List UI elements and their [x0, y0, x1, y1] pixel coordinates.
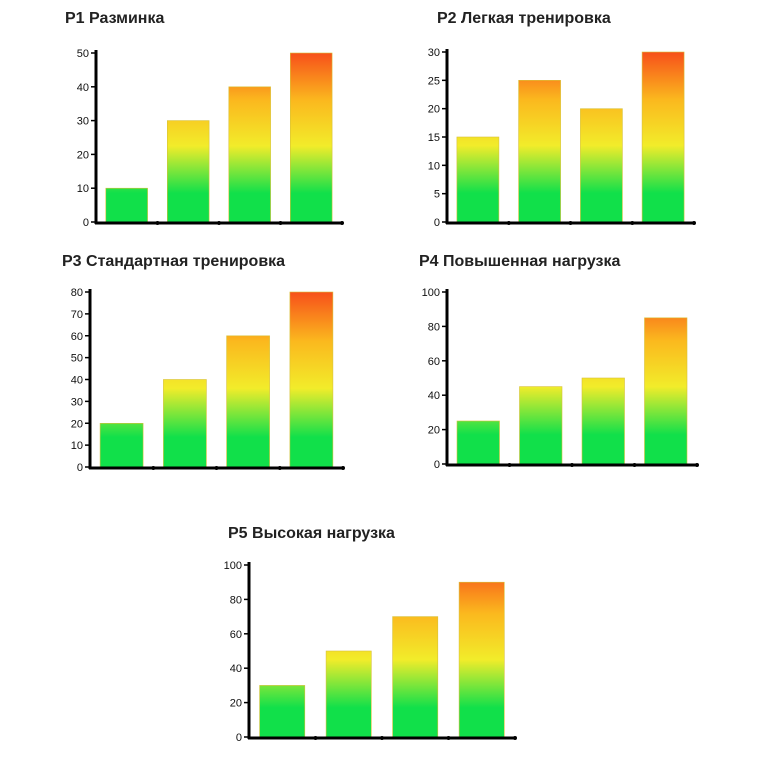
y-tick-label: 50: [71, 353, 83, 365]
bar-4: [289, 291, 334, 468]
bar-4: [641, 51, 685, 223]
y-tick-label: 80: [71, 287, 83, 299]
y-tick-label: 10: [71, 440, 83, 452]
y-tick-label: 100: [422, 287, 440, 299]
y-tick-label: 0: [434, 459, 440, 471]
bar-3: [228, 86, 271, 223]
y-tick-label: 0: [77, 462, 83, 474]
y-tick-label: 20: [230, 698, 242, 710]
chart-title: P2 Легкая тренировка: [437, 10, 611, 27]
bar-4: [289, 52, 333, 223]
y-tick-label: 25: [428, 75, 440, 87]
y-tick-label: 15: [428, 132, 440, 144]
y-tick-label: 70: [71, 309, 83, 321]
y-tick-label: 0: [236, 732, 242, 744]
y-tick-label: 30: [77, 116, 89, 128]
y-tick-label: 0: [434, 217, 440, 229]
bar-1: [259, 685, 306, 738]
bar-2: [519, 386, 563, 465]
chart-title: P3 Стандартная тренировка: [62, 253, 286, 270]
y-tick-label: 20: [71, 418, 83, 430]
bar-1: [456, 136, 500, 223]
y-tick-label: 40: [230, 663, 242, 675]
bar-2: [167, 120, 210, 223]
chart-title: P4 Повышенная нагрузка: [419, 253, 621, 270]
y-tick-label: 5: [434, 189, 440, 201]
bar-2: [325, 650, 372, 738]
y-tick-label: 20: [428, 425, 440, 437]
y-tick-label: 30: [71, 396, 83, 408]
y-tick-label: 60: [230, 629, 242, 641]
y-tick-label: 30: [428, 47, 440, 59]
y-tick-label: 40: [71, 375, 83, 387]
y-tick-label: 80: [428, 321, 440, 333]
bar-1: [105, 187, 148, 223]
bar-4: [458, 581, 505, 738]
y-tick-label: 0: [83, 217, 89, 229]
y-tick-label: 10: [77, 183, 89, 195]
chart-title: P5 Высокая нагрузка: [228, 525, 395, 542]
y-tick-label: 10: [428, 160, 440, 172]
y-tick-label: 20: [428, 104, 440, 116]
bar-3: [226, 335, 270, 468]
bar-2: [518, 80, 561, 223]
bar-3: [581, 377, 625, 465]
y-tick-label: 40: [428, 390, 440, 402]
y-tick-label: 100: [224, 560, 242, 572]
y-tick-label: 40: [77, 82, 89, 94]
chart-title: P1 Разминка: [65, 10, 165, 27]
y-tick-label: 60: [428, 356, 440, 368]
y-tick-label: 80: [230, 594, 242, 606]
y-tick-label: 20: [77, 149, 89, 161]
bar-2: [163, 379, 207, 468]
bar-4: [644, 317, 688, 465]
y-tick-label: 50: [77, 48, 89, 60]
y-tick-label: 60: [71, 331, 83, 343]
bar-3: [392, 616, 439, 738]
